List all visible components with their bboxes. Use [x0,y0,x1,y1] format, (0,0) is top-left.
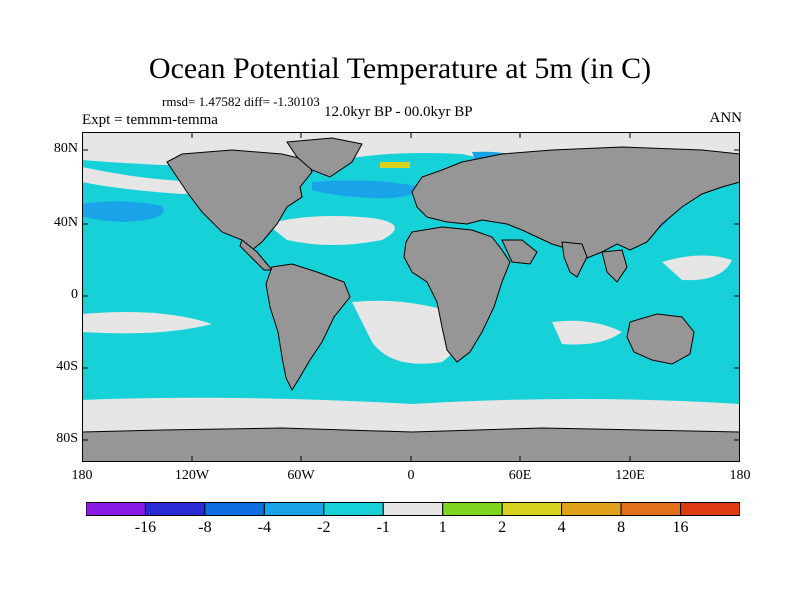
eurasia [411,146,740,261]
colorbar-tick-label: -2 [317,519,331,536]
africa [403,226,511,363]
colorbar-tick-label: -8 [198,519,212,536]
north-america [166,149,313,251]
colorbar-swatch [144,502,206,516]
india [561,241,588,278]
colorbar-swatch [620,502,682,516]
lon-label: 180 [729,468,751,483]
colorbar-swatch [204,502,265,516]
colorbar-tick-label: 8 [617,519,626,536]
colorbar-swatch [501,502,563,516]
warm-anomaly-patch [380,162,410,168]
lat-label: 40N [53,215,78,230]
colorbar-swatch [561,502,622,516]
lon-label: 180 [71,468,93,483]
colorbar-tick-label: -1 [376,519,390,536]
lon-label: 120W [174,468,210,483]
central-america [239,239,274,271]
colorbar-tick-label: 1 [438,519,447,536]
colorbar-swatch [442,502,503,516]
colorbar [86,502,740,516]
experiment-label: Expt = temmm-temma [82,112,218,128]
colorbar-tick-label: -16 [134,519,157,536]
colorbar-tick-label: 16 [672,519,689,536]
colorbar-swatch [680,502,740,516]
plot-title: Ocean Potential Temperature at 5m (in C) [148,52,652,85]
greenland [286,137,363,178]
lat-label: 80S [56,431,78,446]
colorbar-swatch [382,502,444,516]
lon-label: 120E [615,468,645,483]
colorbar-swatch [86,502,146,516]
colorbar-tick-label: -4 [257,519,272,536]
lat-label: 40S [56,359,78,374]
arabia [501,239,538,265]
lon-label: 60W [287,468,315,483]
lon-label: 0 [407,468,415,483]
australia [626,313,695,365]
southeast-asia [601,249,628,283]
colorbar-tick-label: 2 [498,519,507,536]
south-america [265,263,351,392]
lat-label: 0 [71,287,78,302]
colorbar-tick-label: 4 [557,519,566,536]
land-masses [82,137,740,462]
antarctica [82,427,740,462]
colorbar-swatch [323,502,384,516]
season-label: ANN [709,110,743,126]
period-label: 12.0kyr BP - 00.0kyr BP [324,104,473,120]
lat-label: 80N [53,141,78,156]
world-map [82,132,740,462]
tick-marks [82,132,740,462]
stats-label: rmsd= 1.47582 diff= -1.30103 [162,94,320,109]
colorbar-swatch [263,502,325,516]
lon-label: 60E [508,468,532,483]
